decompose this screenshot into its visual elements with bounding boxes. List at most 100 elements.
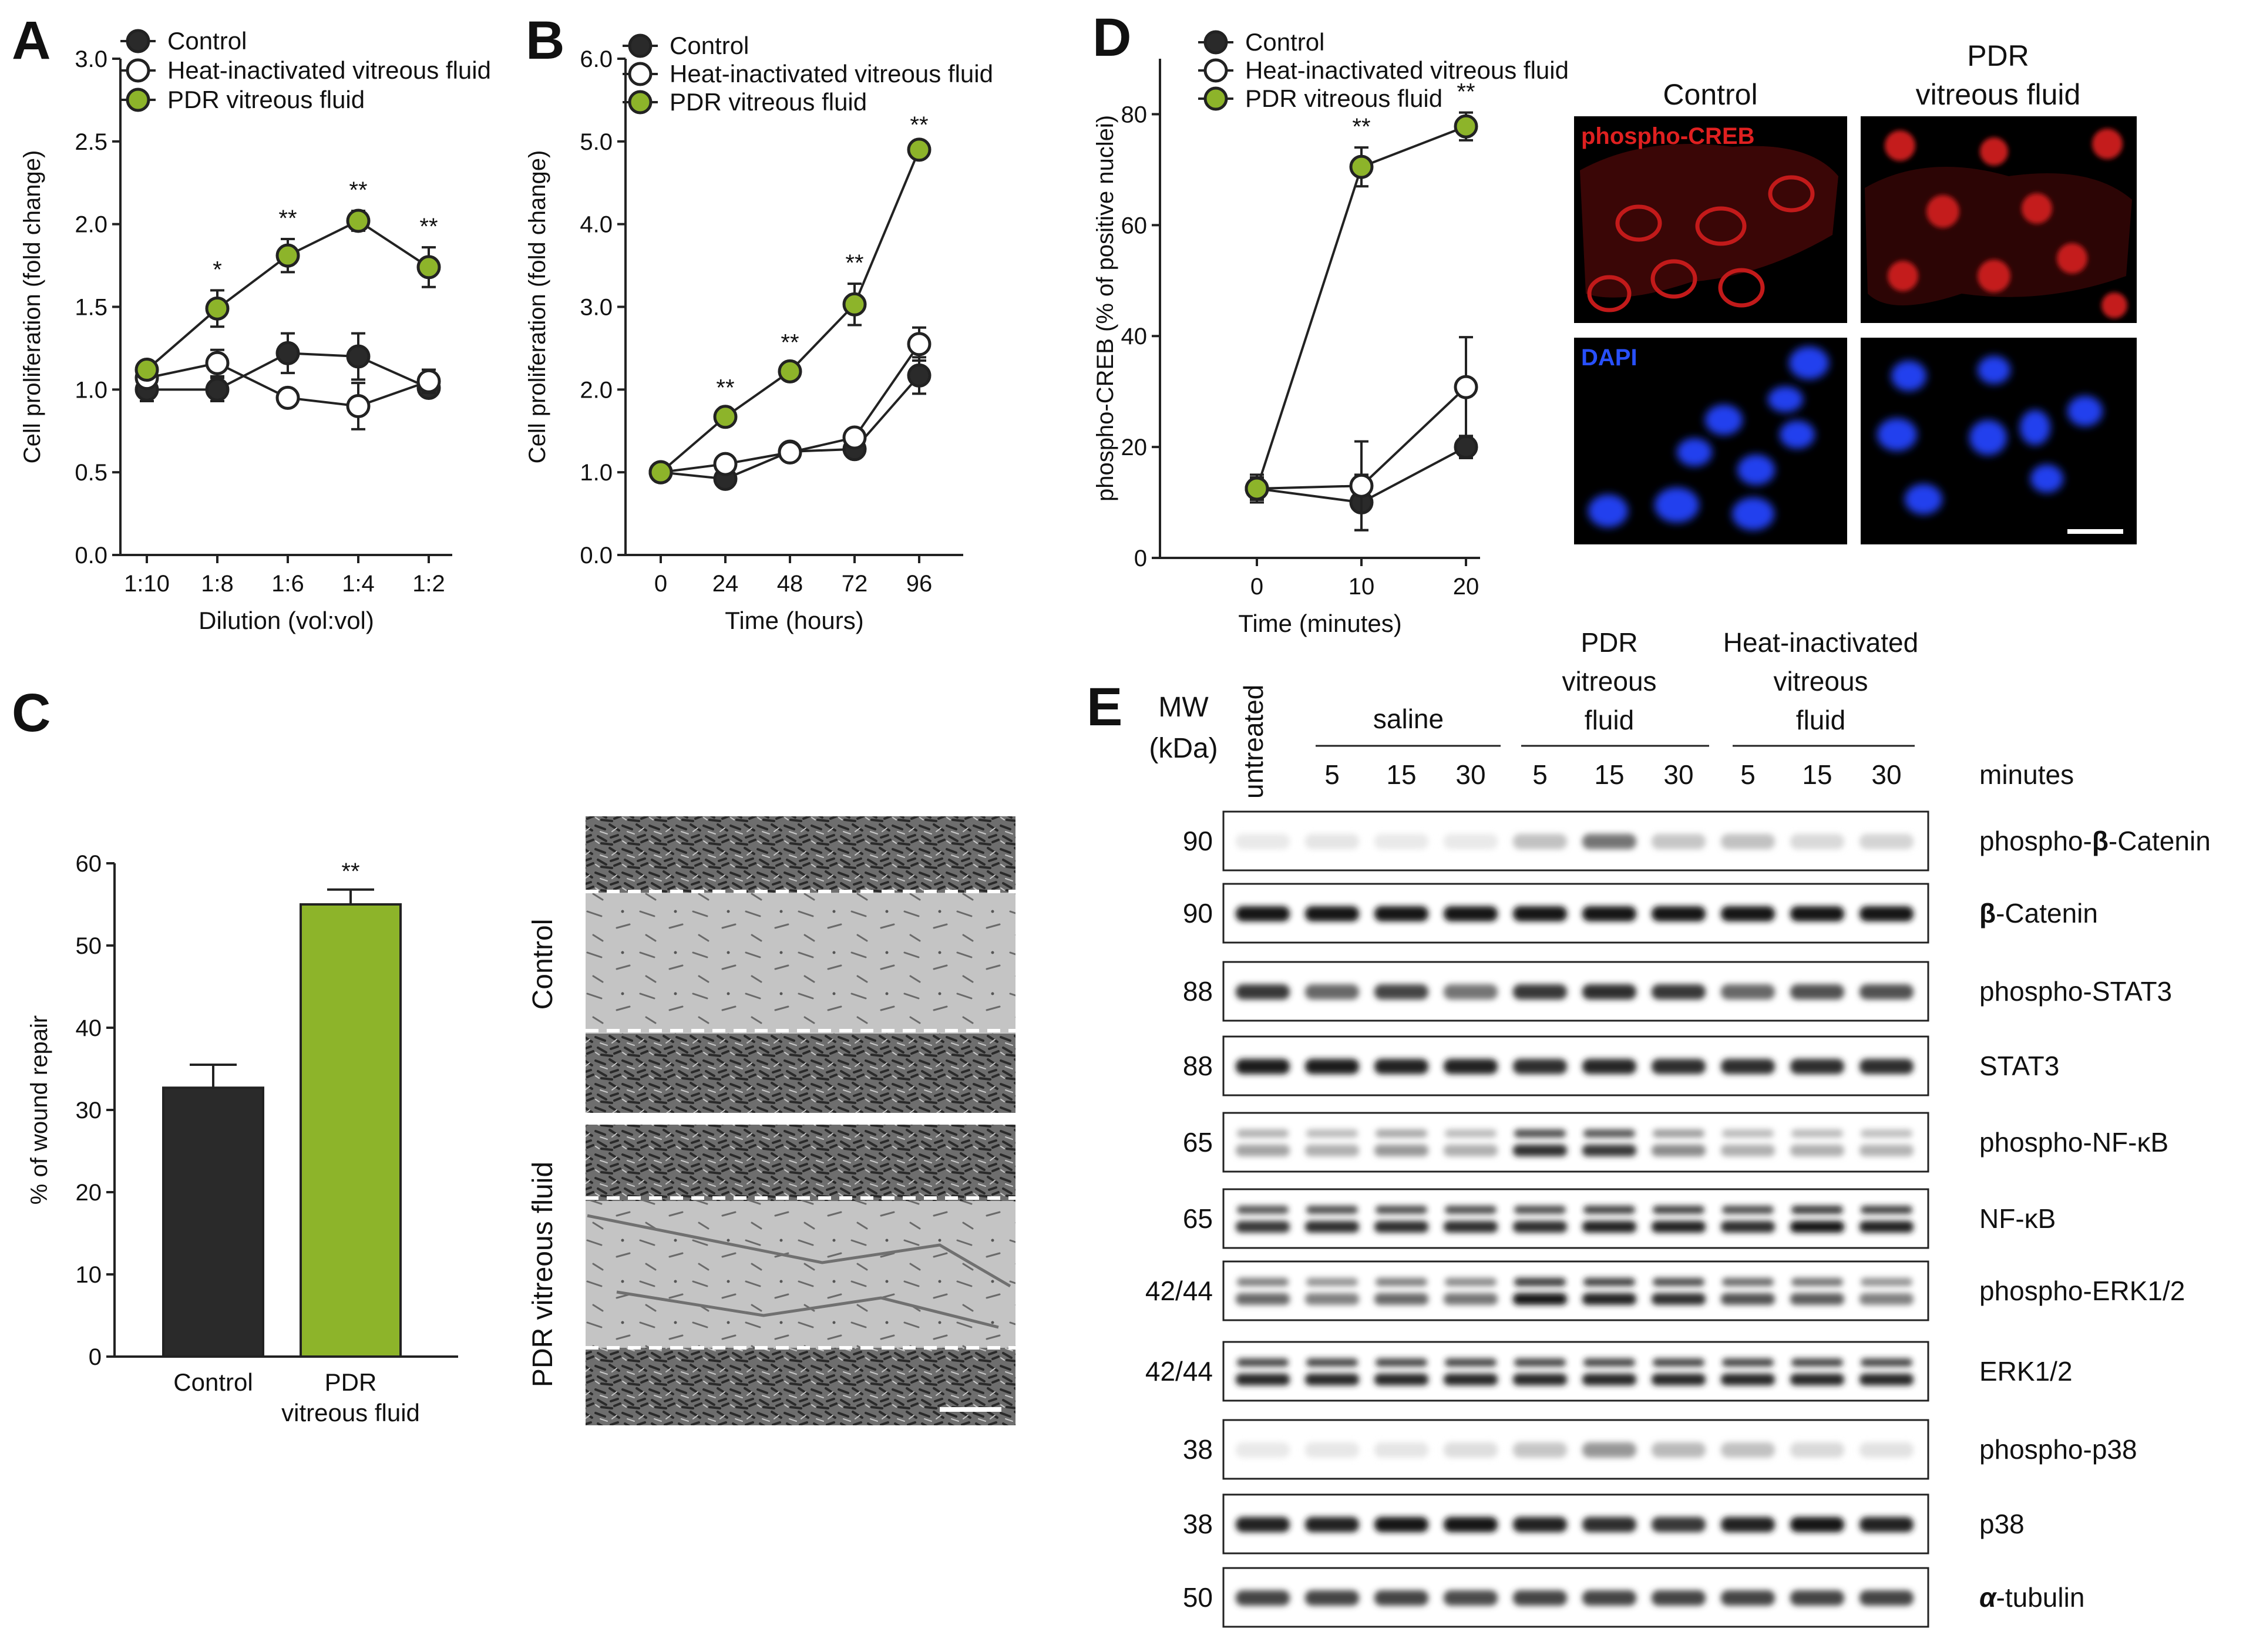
blot-band: [1444, 834, 1498, 849]
blot-band: [1721, 1293, 1775, 1305]
blot-band: [1861, 1278, 1912, 1286]
data-point-pdr-vitreous-fluid: [842, 292, 867, 317]
blot-band: [1861, 1129, 1912, 1138]
protein-label: phospho-STAT3: [1979, 976, 2172, 1007]
blot-band: [1859, 1517, 1914, 1532]
blot-band: [1514, 1206, 1566, 1214]
blot-band: [1722, 1206, 1774, 1214]
blot-band: [1652, 1059, 1706, 1074]
blot-band: [1374, 1293, 1428, 1305]
legend-label: Control: [670, 32, 749, 59]
data-point-pdr-vitreous-fluid: [778, 359, 802, 383]
blot-band: [1653, 1358, 1704, 1367]
y-tick-label: 3.0: [75, 46, 107, 72]
lane-time-label: 5: [1532, 759, 1548, 790]
legend-label: Control: [1245, 28, 1324, 56]
blot-band: [1236, 834, 1290, 849]
protein-label: phospho-β-Catenin: [1979, 826, 2211, 856]
blot-band: [1306, 1206, 1358, 1214]
blot-band: [1790, 1442, 1844, 1458]
data-point-heat-inactivated-vitreous-fluid: [1349, 473, 1374, 498]
significance-marker: **: [419, 214, 438, 240]
significance-marker: **: [341, 859, 359, 884]
blot-band: [1513, 834, 1567, 849]
blot-row: 88 STAT3: [1183, 1035, 2059, 1096]
legend-label: Control: [167, 27, 247, 55]
data-point-control: [346, 344, 371, 369]
mw-label: 88: [1183, 1051, 1213, 1081]
data-point-heat-inactivated-vitreous-fluid: [1454, 375, 1478, 399]
protein-label-pre: phospho-ERK1/2: [1979, 1276, 2185, 1306]
mw-label: 88: [1183, 976, 1213, 1007]
y-tick-label: 1.0: [75, 377, 107, 403]
chart-a: 0.0 0.5 1.0 1.5 2.0 2.5 3.0 1:10 1:8 1:6 1:4 1:2 Dil…: [19, 27, 491, 634]
mw-header-line2: (kDa): [1149, 733, 1218, 764]
y-tick-label: 5.0: [580, 129, 613, 155]
blot-band: [1237, 1278, 1289, 1286]
creb-image-pdr-red: [1861, 116, 2137, 323]
protein-label: phospho-NF-κB: [1979, 1127, 2168, 1158]
mw-label: 42/44: [1145, 1356, 1213, 1387]
data-point-heat-inactivated-vitreous-fluid: [907, 332, 932, 356]
data-point-pdr-vitreous-fluid: [275, 243, 300, 268]
blot-band: [1859, 906, 1914, 921]
y-tick-label: 0: [89, 1344, 102, 1370]
blot-band: [1445, 1129, 1497, 1138]
blot-band: [1582, 1293, 1636, 1305]
blot-band: [1513, 1374, 1567, 1385]
significance-marker: **: [1352, 114, 1370, 140]
blot-band: [1513, 1221, 1567, 1233]
mw-label: 42/44: [1145, 1276, 1213, 1306]
blot-row: 88 phospho-STAT3: [1183, 961, 2172, 1022]
data-point-control: [907, 363, 932, 388]
blot-band: [1721, 984, 1775, 1000]
blot-band: [1583, 1206, 1635, 1214]
blot-band: [1790, 1590, 1844, 1606]
x-axis-title: Time (minutes): [1238, 610, 1401, 637]
blot-band: [1859, 984, 1914, 1000]
blot-band: [1306, 1129, 1358, 1138]
significance-marker: **: [845, 250, 863, 276]
blot-band: [1374, 1145, 1428, 1156]
x-tick-label: 1:10: [124, 571, 170, 597]
blot-band: [1721, 906, 1775, 921]
protein-label-pre: ERK1/2: [1979, 1356, 2073, 1387]
data-point-heat-inactivated-vitreous-fluid: [713, 452, 738, 476]
blot-band: [1376, 1206, 1427, 1214]
minutes-label: minutes: [1979, 759, 2074, 790]
significance-marker: *: [213, 257, 222, 282]
blot-band: [1721, 1517, 1775, 1532]
blot-band: [1513, 906, 1567, 921]
blot-row: 65 NF-κB: [1183, 1188, 2056, 1249]
blot-band: [1306, 1278, 1358, 1286]
blot-band: [1513, 1517, 1567, 1532]
legend-marker: [126, 29, 150, 53]
y-tick-label: 2.0: [75, 212, 107, 238]
blot-band: [1861, 1358, 1912, 1367]
blot-band: [1652, 1517, 1706, 1532]
y-tick-label: 20: [76, 1180, 102, 1206]
data-point-pdr-vitreous-fluid: [1245, 476, 1269, 501]
blot-band: [1653, 1206, 1704, 1214]
creb-image-control-blue: DAPI: [1574, 338, 1847, 544]
legend-marker: [628, 33, 653, 58]
blot-band: [1236, 1374, 1290, 1385]
blot-band: [1790, 1293, 1844, 1305]
y-tick-label: 20: [1121, 435, 1148, 460]
x-tick-label: 72: [842, 571, 868, 597]
panel-label-d: D: [1092, 8, 1131, 68]
lane-label-untreated: untreated: [1238, 685, 1269, 799]
blot-band: [1583, 1358, 1635, 1367]
lane-time-label: 30: [1871, 759, 1901, 790]
data-point-pdr-vitreous-fluid: [1454, 114, 1478, 139]
group-header-line: vitreous: [1773, 666, 1868, 697]
y-tick-label: 0.0: [580, 543, 613, 568]
protein-label-pre: phospho-: [1979, 826, 2092, 856]
blot-band: [1445, 1278, 1497, 1286]
x-tick-label: vitreous fluid: [281, 1399, 420, 1426]
blot-band: [1305, 1517, 1359, 1532]
blot-band: [1582, 984, 1636, 1000]
blot-band: [1513, 984, 1567, 1000]
scratch-image-control: [586, 816, 1015, 1113]
protein-label: STAT3: [1979, 1051, 2059, 1081]
